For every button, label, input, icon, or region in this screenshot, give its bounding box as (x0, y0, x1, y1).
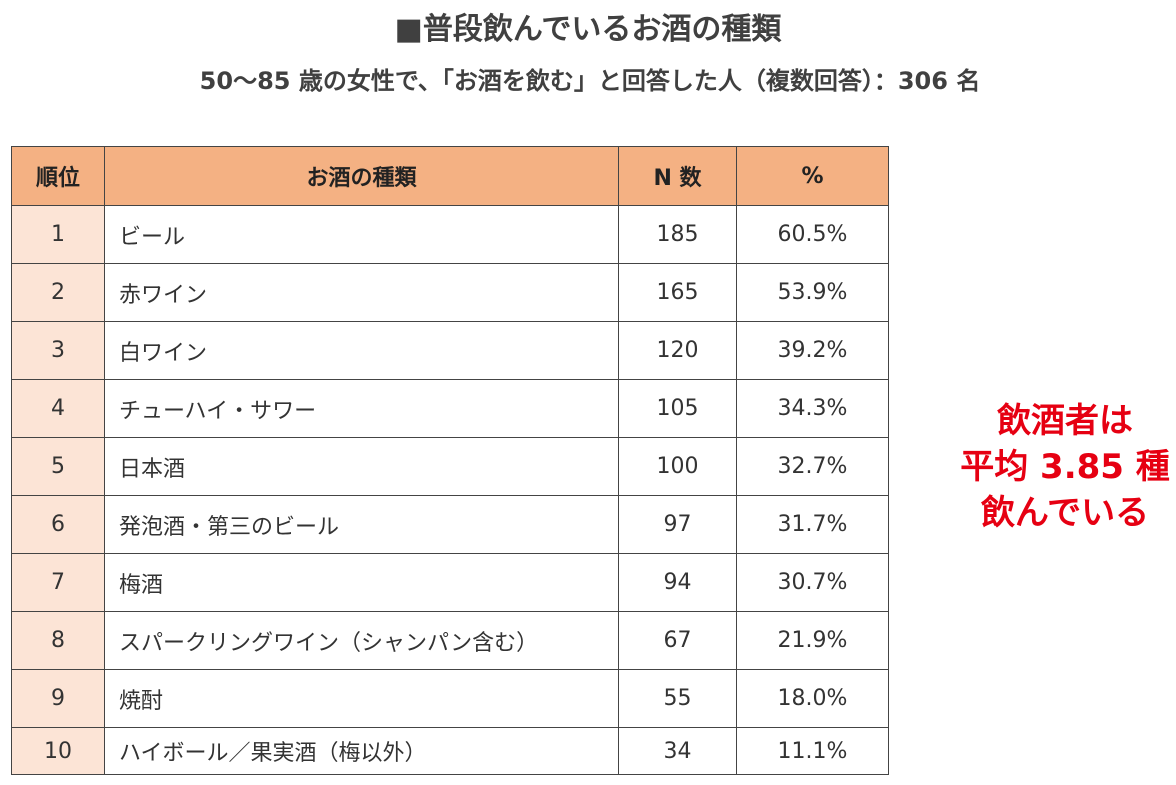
rank-cell: 8 (11, 611, 105, 670)
table-row: 3 白ワイン 120 39.2% (11, 321, 889, 380)
header-n-count: N 数 (618, 146, 737, 206)
n-count-cell: 165 (618, 263, 737, 322)
drink-name-cell: 梅酒 (104, 553, 619, 612)
drink-name-cell: スパークリングワイン（シャンパン含む） (104, 611, 619, 670)
n-count-cell: 185 (618, 205, 737, 264)
rank-cell: 6 (11, 495, 105, 554)
n-count-cell: 67 (618, 611, 737, 670)
page-subtitle: 50～85 歳の女性で、「お酒を飲む」と回答した人（複数回答）：306 名 (199, 67, 981, 95)
table-header-row: 順位 お酒の種類 N 数 % (11, 146, 889, 206)
rank-cell: 9 (11, 669, 105, 728)
drink-name-cell: 赤ワイン (104, 263, 619, 322)
average-callout: 飲酒者は 平均 3.85 種 飲んでいる (930, 398, 1176, 536)
table-row: 4 チューハイ・サワー 105 34.3% (11, 379, 889, 438)
rank-cell: 2 (11, 263, 105, 322)
rank-cell: 4 (11, 379, 105, 438)
n-count-cell: 94 (618, 553, 737, 612)
table-row: 10 ハイボール／果実酒（梅以外） 34 11.1% (11, 727, 889, 775)
percent-cell: 31.7% (736, 495, 889, 554)
header-drink-type: お酒の種類 (104, 146, 619, 206)
n-count-cell: 105 (618, 379, 737, 438)
percent-cell: 53.9% (736, 263, 889, 322)
drink-name-cell: 焼酎 (104, 669, 619, 728)
header-percent: % (736, 146, 889, 206)
percent-cell: 11.1% (736, 727, 889, 775)
rank-cell: 5 (11, 437, 105, 496)
drink-name-cell: 発泡酒・第三のビール (104, 495, 619, 554)
percent-cell: 39.2% (736, 321, 889, 380)
drink-name-cell: 白ワイン (104, 321, 619, 380)
drink-ranking-table: 順位 お酒の種類 N 数 % 1 ビール 185 60.5% 2 赤ワイン 16… (11, 146, 889, 775)
table-row: 7 梅酒 94 30.7% (11, 553, 889, 612)
rank-cell: 7 (11, 553, 105, 612)
drink-name-cell: ビール (104, 205, 619, 264)
callout-line-1: 飲酒者は (997, 401, 1133, 441)
percent-cell: 30.7% (736, 553, 889, 612)
percent-cell: 34.3% (736, 379, 889, 438)
page-title: ■普段飲んでいるお酒の種類 (394, 12, 782, 47)
drink-name-cell: チューハイ・サワー (104, 379, 619, 438)
callout-line-3: 飲んでいる (980, 493, 1150, 533)
n-count-cell: 97 (618, 495, 737, 554)
n-count-cell: 55 (618, 669, 737, 728)
percent-cell: 32.7% (736, 437, 889, 496)
rank-cell: 1 (11, 205, 105, 264)
table-row: 9 焼酎 55 18.0% (11, 669, 889, 728)
table-row: 1 ビール 185 60.5% (11, 205, 889, 264)
header-rank: 順位 (11, 146, 105, 206)
rank-cell: 10 (11, 727, 105, 775)
percent-cell: 60.5% (736, 205, 889, 264)
percent-cell: 18.0% (736, 669, 889, 728)
table-row: 6 発泡酒・第三のビール 97 31.7% (11, 495, 889, 554)
percent-cell: 21.9% (736, 611, 889, 670)
rank-cell: 3 (11, 321, 105, 380)
drink-name-cell: 日本酒 (104, 437, 619, 496)
n-count-cell: 34 (618, 727, 737, 775)
table-row: 8 スパークリングワイン（シャンパン含む） 67 21.9% (11, 611, 889, 670)
n-count-cell: 100 (618, 437, 737, 496)
n-count-cell: 120 (618, 321, 737, 380)
drink-name-cell: ハイボール／果実酒（梅以外） (104, 727, 619, 775)
table-row: 5 日本酒 100 32.7% (11, 437, 889, 496)
callout-line-2: 平均 3.85 種 (960, 447, 1170, 487)
table-row: 2 赤ワイン 165 53.9% (11, 263, 889, 322)
